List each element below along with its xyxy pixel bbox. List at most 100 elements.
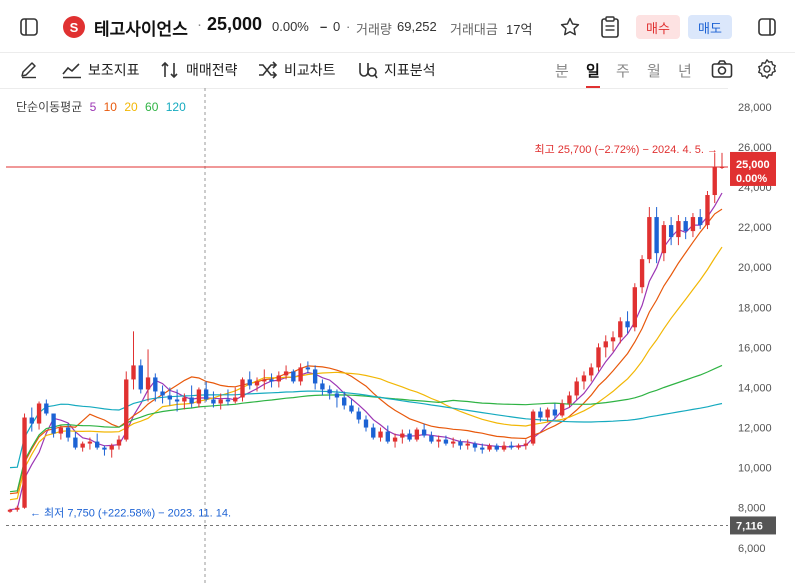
aux-indicator-button[interactable]: 보조지표	[62, 60, 140, 80]
ma-legend-10: 10	[103, 100, 117, 114]
candle-body	[51, 413, 56, 434]
candle-body	[523, 443, 529, 446]
candle-body	[276, 375, 281, 382]
ma-line-20	[9, 246, 723, 501]
trade-strategy-button[interactable]: 매매전략	[160, 60, 238, 80]
candle-body	[436, 439, 441, 442]
header-dot: ·	[197, 16, 202, 33]
volume-value: 69,252	[397, 19, 437, 34]
period-month[interactable]: 월	[647, 63, 661, 80]
y-tick-label: 12,000	[738, 423, 772, 435]
candle-body	[385, 431, 390, 442]
candle-body	[167, 395, 173, 400]
candle-body	[182, 397, 187, 402]
candle-body	[451, 441, 456, 444]
candle-body	[429, 435, 434, 442]
candle-body	[349, 405, 354, 412]
camera-icon[interactable]	[710, 58, 734, 80]
candle-body	[174, 399, 180, 402]
candle-body	[538, 411, 543, 418]
candle-body	[160, 391, 165, 396]
candle-body	[298, 367, 303, 382]
period-minute[interactable]: 분	[555, 63, 569, 80]
y-tick-label: 20,000	[738, 262, 772, 274]
candle-body	[196, 389, 202, 404]
candle-body	[363, 419, 369, 428]
settings-gear-icon[interactable]	[755, 58, 779, 80]
ma-line-10	[9, 208, 723, 495]
candle-body	[509, 445, 514, 448]
candle-body	[545, 409, 550, 418]
ma-legend-label: 단순이동평균	[16, 100, 83, 114]
candle-body	[567, 395, 572, 404]
y-tick-label: 16,000	[738, 342, 772, 354]
y-tick-label: 26,000	[738, 142, 772, 154]
low-annotation: ← 최저 7,750 (+222.58%) − 2023. 11. 14.	[30, 507, 231, 520]
candle-body	[690, 217, 696, 232]
candle-body	[95, 441, 100, 448]
candle-body	[530, 411, 536, 444]
candle-body	[131, 365, 136, 380]
ma-legend-120: 120	[165, 100, 186, 114]
clipboard-icon[interactable]	[598, 15, 622, 39]
candle-body	[712, 166, 717, 196]
compare-chart-button[interactable]: 비교차트	[258, 60, 336, 80]
period-day[interactable]: 일	[586, 63, 600, 80]
sidebar-toggle-icon[interactable]	[18, 16, 40, 38]
candle-body	[414, 429, 420, 440]
candle-body	[124, 379, 129, 440]
ma-line-5	[9, 192, 723, 511]
candle-body	[218, 399, 223, 404]
candle-body	[618, 321, 623, 338]
candle-body	[356, 411, 361, 420]
candle-body	[559, 403, 565, 416]
y-tick-label: 6,000	[738, 543, 766, 555]
buy-button[interactable]: 매수	[636, 15, 680, 39]
candle-body	[247, 379, 252, 386]
candle-body	[203, 389, 209, 400]
change-value: 0	[333, 19, 341, 34]
candle-body	[698, 217, 703, 226]
candle-body	[472, 443, 478, 448]
candle-body	[225, 399, 231, 402]
candle-body	[320, 383, 325, 390]
candle-body	[480, 447, 485, 450]
candle-body	[327, 389, 332, 394]
candle-body	[36, 403, 42, 424]
period-week[interactable]: 주	[616, 63, 630, 80]
current-price: 25,000	[207, 14, 263, 34]
panel-toggle-icon[interactable]	[756, 16, 778, 38]
indicator-analysis-button[interactable]: 지표분석	[358, 60, 436, 80]
candle-body	[189, 397, 194, 404]
candle-body	[683, 221, 688, 232]
ma-line-60	[9, 364, 723, 493]
candle-body	[44, 403, 49, 414]
candle-body	[407, 433, 412, 440]
current-change-tag-value: 0.00%	[736, 173, 767, 185]
y-tick-label: 22,000	[738, 222, 772, 234]
candle-body	[58, 427, 64, 434]
candle-body	[639, 259, 645, 288]
ma-legend-20: 20	[124, 100, 138, 114]
candle-body	[501, 445, 507, 450]
stock-name: 테고사이언스	[94, 20, 188, 39]
pencil-icon[interactable]	[18, 58, 40, 80]
star-icon[interactable]	[558, 15, 582, 39]
candle-body	[552, 409, 558, 416]
active-period-indicator	[586, 86, 600, 88]
candle-body	[65, 427, 71, 438]
candle-body	[458, 441, 463, 446]
candle-body	[668, 225, 674, 238]
chart-line-icon	[62, 63, 81, 79]
candlestick-chart[interactable]: 28,00026,00024,00022,00020,00018,00016,0…	[0, 88, 795, 586]
candle-body	[342, 397, 347, 406]
candle-body	[73, 437, 78, 448]
candle-body	[581, 375, 587, 382]
header-dot-2: ·	[346, 19, 351, 34]
sell-button[interactable]: 매도	[688, 15, 732, 39]
period-year[interactable]: 년	[678, 63, 692, 80]
candle-body	[29, 417, 34, 424]
candle-body	[22, 417, 27, 508]
candle-body	[283, 371, 289, 376]
candle-body	[610, 337, 616, 342]
